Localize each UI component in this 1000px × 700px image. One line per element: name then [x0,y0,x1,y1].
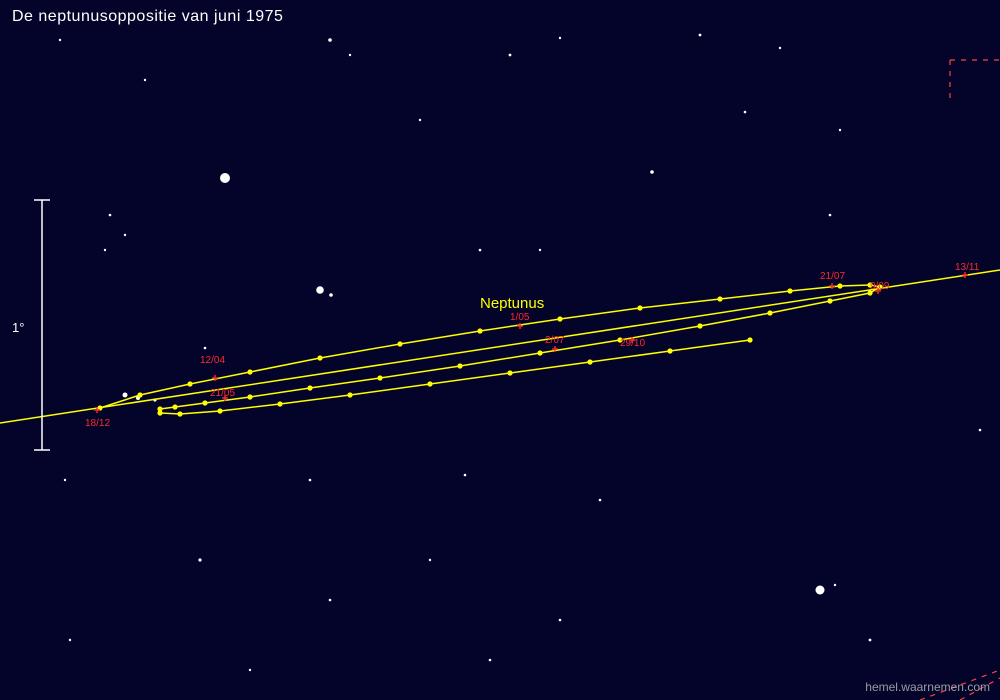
path-marker [717,296,722,301]
background-star [509,54,512,57]
sky-svg [0,0,1000,700]
path-marker [477,328,482,333]
background-star [479,249,482,252]
path-marker [457,363,462,368]
background-star [316,286,324,294]
credit-text: hemel.waarnemen.com [865,680,990,694]
background-star [328,38,332,42]
path-marker [247,394,252,399]
path-marker [307,385,312,390]
path-marker [697,323,702,328]
path-marker [637,305,642,310]
background-star [559,37,561,39]
path-marker [557,316,562,321]
path-marker [187,381,192,386]
background-star [489,659,492,662]
background-star [419,119,421,121]
path-marker [667,348,672,353]
path-marker [277,401,282,406]
background-star [123,393,128,398]
background-star [839,129,841,131]
path-marker [347,392,352,397]
background-star [198,558,201,561]
path-marker [177,411,182,416]
path-marker [867,290,872,295]
background-star [349,54,351,56]
sky-chart: De neptunusoppositie van juni 1975 Neptu… [0,0,1000,700]
chart-title: De neptunusoppositie van juni 1975 [12,8,283,26]
background-star [59,39,61,41]
background-star [816,586,825,595]
path-marker [137,392,142,397]
background-star [559,619,562,622]
path-marker [427,381,432,386]
background-star [829,214,832,217]
background-star [744,111,747,114]
path-marker [827,298,832,303]
background-star [220,173,230,183]
background-star [834,584,836,586]
path-marker [157,410,162,415]
background-star [779,47,781,49]
background-star [109,214,112,217]
path-marker [172,404,177,409]
background-star [104,249,106,251]
path-marker [397,341,402,346]
path-marker [867,282,872,287]
background-star [599,499,602,502]
path-marker [617,337,622,342]
path-marker [317,355,322,360]
background-star [699,34,702,37]
path-marker [507,370,512,375]
background-star [69,639,71,641]
path-marker [247,369,252,374]
background-star [464,474,467,477]
background-star [869,639,872,642]
path-marker [787,288,792,293]
background-star [650,170,654,174]
path-marker [837,283,842,288]
path-marker [747,337,752,342]
background-star [144,79,146,81]
background-star [309,479,312,482]
background-star [329,599,332,602]
path-marker [377,375,382,380]
path-marker [217,408,222,413]
background-star [539,249,541,251]
background-star [979,429,982,432]
background-star [124,234,126,236]
background-star [64,479,66,481]
background-star [329,293,333,297]
scale-bar-label: 1° [12,320,24,335]
path-marker [202,400,207,405]
path-marker [587,359,592,364]
background-star [204,347,207,350]
background-star [249,669,251,671]
path-marker [537,350,542,355]
path-marker [767,310,772,315]
background-star [429,559,431,561]
